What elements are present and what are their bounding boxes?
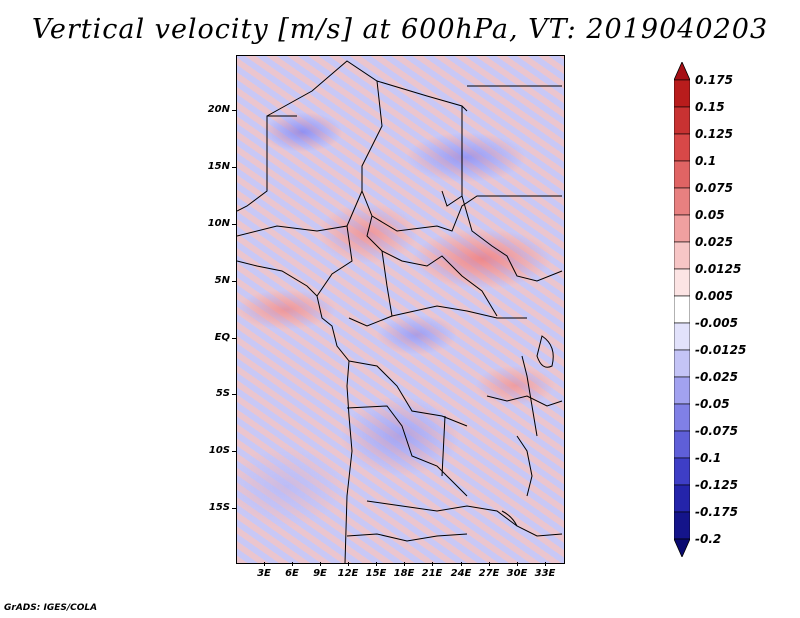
colorbar-segment [674, 214, 690, 243]
colorbar-segment [674, 376, 690, 405]
colorbar-segment [674, 133, 690, 162]
lat-tick [232, 224, 236, 225]
colorbar-label: -0.005 [695, 316, 738, 330]
lon-label-6e: 6E [285, 568, 299, 579]
colorbar-segment [674, 403, 690, 432]
colorbar-segment [674, 79, 690, 108]
lon-tick [292, 562, 293, 566]
lat-label-10n: 10N [207, 218, 230, 229]
colorbar-top-triangle [674, 62, 690, 81]
colorbar-label: 0.025 [695, 235, 733, 249]
lon-label-15e: 15E [365, 568, 387, 579]
colorbar-segment [674, 295, 690, 324]
colorbar-segment [674, 322, 690, 351]
lat-tick [232, 281, 236, 282]
lon-label-3e: 3E [257, 568, 271, 579]
lon-tick [489, 562, 490, 566]
colorbar-segment [674, 187, 690, 216]
lat-label-5n: 5N [214, 275, 230, 286]
colorbar-segment [674, 484, 690, 513]
lon-tick [545, 562, 546, 566]
colorbar-segment [674, 268, 690, 297]
lon-label-12e: 12E [337, 568, 359, 579]
colorbar-label: -0.1 [695, 451, 722, 465]
lat-label-20n: 20N [207, 104, 230, 115]
lon-tick [432, 562, 433, 566]
lat-label-10s: 10S [208, 445, 230, 456]
lon-tick [517, 562, 518, 566]
grads-credit: GrADS: IGES/COLA [4, 603, 98, 613]
colorbar-label: 0.005 [695, 289, 733, 303]
lon-label-27e: 27E [478, 568, 500, 579]
colorbar-segment [674, 241, 690, 270]
colorbar-label: 0.125 [695, 127, 733, 141]
lat-label-eq: EQ [214, 332, 230, 343]
colorbar-label: -0.0125 [695, 343, 747, 357]
lon-tick [461, 562, 462, 566]
lon-tick [376, 562, 377, 566]
colorbar-segment [674, 106, 690, 135]
lat-label-15n: 15N [207, 161, 230, 172]
colorbar-segment [674, 511, 690, 540]
lat-tick [232, 451, 236, 452]
colorbar-label: 0.05 [695, 208, 725, 222]
velocity-map [236, 55, 565, 564]
colorbar-segment [674, 160, 690, 189]
colorbar-label: -0.025 [695, 370, 738, 384]
lon-label-21e: 21E [421, 568, 443, 579]
lon-tick [264, 562, 265, 566]
colorbar-segment [674, 457, 690, 486]
lon-label-33e: 33E [534, 568, 556, 579]
lon-label-24e: 24E [450, 568, 472, 579]
lon-label-30e: 30E [506, 568, 528, 579]
country-borders [237, 60, 563, 563]
lat-label-15s: 15S [208, 502, 230, 513]
colorbar-label: -0.2 [695, 532, 722, 546]
lon-tick [404, 562, 405, 566]
lon-tick [348, 562, 349, 566]
map-title: Vertical velocity [m/s] at 600hPa, VT: 2… [31, 14, 769, 45]
colorbar-label: -0.075 [695, 424, 738, 438]
colorbar-label: 0.1 [695, 154, 717, 168]
lon-label-18e: 18E [393, 568, 415, 579]
colorbar-label: 0.0125 [695, 262, 742, 276]
lon-tick [320, 562, 321, 566]
colorbar-label: -0.05 [695, 397, 730, 411]
lat-tick [232, 167, 236, 168]
colorbar [674, 62, 690, 557]
lat-tick [232, 508, 236, 509]
lat-label-5s: 5S [215, 388, 230, 399]
colorbar-label: 0.175 [695, 73, 733, 87]
colorbar-segment [674, 430, 690, 459]
colorbar-segment [674, 349, 690, 378]
colorbar-label: 0.15 [695, 100, 725, 114]
lat-tick [232, 338, 236, 339]
lat-tick [232, 110, 236, 111]
colorbar-label: 0.075 [695, 181, 733, 195]
lon-label-9e: 9E [313, 568, 327, 579]
lat-tick [232, 394, 236, 395]
colorbar-label: -0.125 [695, 478, 738, 492]
colorbar-label: -0.175 [695, 505, 738, 519]
colorbar-bottom-triangle [674, 538, 690, 557]
